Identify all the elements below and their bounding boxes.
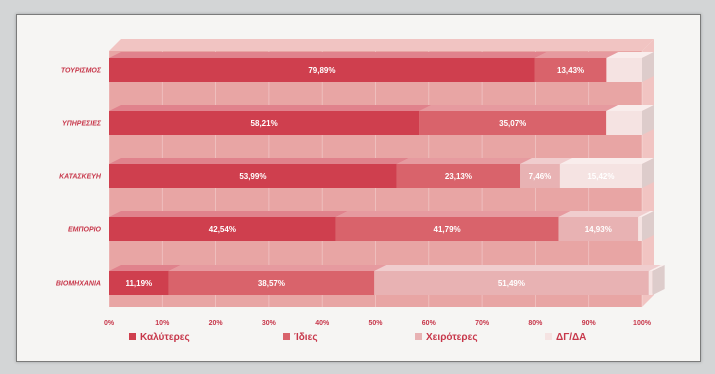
bar-segment-top xyxy=(335,211,571,217)
bars xyxy=(109,52,665,295)
bar-segment-top xyxy=(606,105,654,111)
category-label: ΒΙΟΜΗΧΑΝΙΑ xyxy=(56,281,101,288)
bar-segment xyxy=(606,111,642,135)
data-label: 11,19% xyxy=(125,279,152,288)
bar-segment-top xyxy=(109,211,348,217)
bar-segment-side xyxy=(642,158,654,188)
x-tick-label: 90% xyxy=(582,320,597,327)
x-tick-label: 30% xyxy=(262,320,277,327)
bar-segment-top xyxy=(396,158,533,164)
plot-top-edge xyxy=(109,39,654,51)
bar-segment-top xyxy=(606,52,654,58)
bar-segment xyxy=(168,271,375,295)
data-label: 7,46% xyxy=(529,172,552,181)
legend-swatch xyxy=(283,333,290,340)
x-tick-label: 0% xyxy=(104,320,115,327)
bar-segment-top xyxy=(520,158,572,164)
data-label: 23,13% xyxy=(445,172,472,181)
bar-segment xyxy=(335,217,559,241)
bar-segment xyxy=(638,217,642,241)
category-label: ΥΠΗΡΕΣΙΕΣ xyxy=(62,121,102,128)
stacked-bar-chart: 79,89% 13,43% 58,21% 35,07% 53,99% 23,13% 7,46… xyxy=(56,39,665,343)
bar-segment-top xyxy=(559,158,654,164)
x-tick-label: 80% xyxy=(528,320,543,327)
legend-label: Ίδιες xyxy=(294,332,318,343)
bar-segment-side xyxy=(642,211,654,241)
bar-segment xyxy=(419,111,607,135)
bar-segment-top xyxy=(109,265,181,271)
x-tick-label: 20% xyxy=(209,320,224,327)
data-label: 41,79% xyxy=(434,225,461,234)
bar-segment xyxy=(396,164,521,188)
data-label: 58,21% xyxy=(251,119,278,128)
bar-segment-top xyxy=(558,211,651,217)
x-tick-label: 60% xyxy=(422,320,437,327)
x-tick-label: 10% xyxy=(155,320,170,327)
bar-segment xyxy=(520,164,560,188)
legend-swatch xyxy=(415,333,422,340)
bar-segment-side xyxy=(642,105,654,135)
legend-label: Χειρότερες xyxy=(426,332,478,343)
category-labels: ΤΟΥΡΙΣΜΟΣ ΥΠΗΡΕΣΙΕΣ ΚΑΤΑΣΚΕΥΗ ΕΜΠΟΡΙΟ ΒΙΟΜΗΧ… xyxy=(56,68,102,288)
data-label: 35,07% xyxy=(499,119,526,128)
data-label: 51,49% xyxy=(498,279,525,288)
data-label: 38,57% xyxy=(258,279,285,288)
legend-label: ΔΓ/ΔΑ xyxy=(556,332,586,343)
bar-segment xyxy=(559,164,642,188)
x-tick-label: 50% xyxy=(368,320,383,327)
data-label: 42,54% xyxy=(209,225,236,234)
bar-segment xyxy=(109,58,535,82)
bar-segment-top xyxy=(419,105,619,111)
bar-segment xyxy=(374,271,649,295)
x-tick-labels: 0% 10% 20% 30% 40% 50% 60% 70% 80% 90% 100% xyxy=(104,320,652,327)
data-label: 53,99% xyxy=(239,172,266,181)
x-tick-label: 40% xyxy=(315,320,330,327)
chart-frame: 79,89% 13,43% 58,21% 35,07% 53,99% 23,13% 7,46… xyxy=(16,14,701,362)
bar-segment xyxy=(109,164,397,188)
bar-segment-top xyxy=(534,52,619,58)
data-label: 13,43% xyxy=(557,66,584,75)
bar-segment-top xyxy=(638,211,654,217)
bar-segment xyxy=(534,58,607,82)
bar-segment xyxy=(109,111,420,135)
data-label: 14,93% xyxy=(585,225,612,234)
bar-segment-top xyxy=(109,52,547,58)
data-labels: 79,89% 13,43% 58,21% 35,07% 53,99% 23,13% 7,46… xyxy=(125,66,614,288)
legend: Καλύτερες Ίδιες Χειρότερες ΔΓ/ΔΑ xyxy=(129,332,586,343)
bar-segment-top xyxy=(648,265,665,271)
bar-segment xyxy=(606,58,642,82)
legend-label: Καλύτερες xyxy=(140,332,190,343)
bar-segment-top xyxy=(109,158,409,164)
legend-swatch xyxy=(545,333,552,340)
bar-segment-side xyxy=(652,265,665,295)
bar-segment-top xyxy=(109,105,432,111)
bar-segment-top xyxy=(374,265,661,271)
bar-segment-top xyxy=(168,265,387,271)
bar-segment xyxy=(648,271,653,295)
category-label: ΤΟΥΡΙΣΜΟΣ xyxy=(61,68,102,75)
category-label: ΕΜΠΟΡΙΟ xyxy=(68,227,102,234)
category-label: ΚΑΤΑΣΚΕΥΗ xyxy=(59,174,102,181)
bar-segment-side xyxy=(642,52,654,82)
legend-swatch xyxy=(129,333,136,340)
data-label: 79,89% xyxy=(308,66,335,75)
data-label: 15,42% xyxy=(587,172,614,181)
x-tick-label: 70% xyxy=(475,320,490,327)
bar-segment xyxy=(109,217,336,241)
bar-segment xyxy=(109,271,169,295)
x-tick-label: 100% xyxy=(633,320,652,327)
bar-segment xyxy=(558,217,639,241)
